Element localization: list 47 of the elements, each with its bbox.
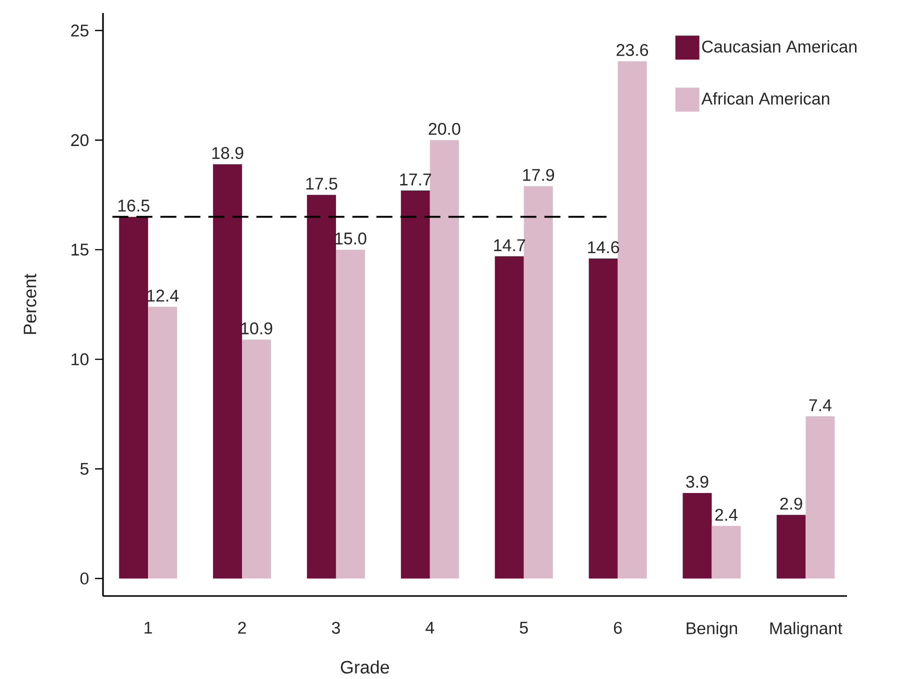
bar xyxy=(306,194,336,578)
bar xyxy=(776,514,806,578)
data-label: 3.9 xyxy=(686,476,708,488)
bar xyxy=(148,306,178,578)
y-tick-label: 0 xyxy=(80,572,89,584)
y-axis-title: Percent xyxy=(24,274,36,334)
data-label: 17.7 xyxy=(400,174,432,186)
legend-label: Caucasian American xyxy=(702,40,856,53)
bar xyxy=(494,256,524,578)
y-tick-label: 10 xyxy=(72,353,88,366)
data-label: 16.5 xyxy=(118,200,150,212)
data-label: 20.0 xyxy=(428,122,460,135)
x-tick-label: 1 xyxy=(144,622,152,634)
data-label: 14.6 xyxy=(588,241,620,254)
bar xyxy=(430,140,459,578)
bar xyxy=(588,258,618,578)
bar xyxy=(712,526,741,578)
data-label: 17.5 xyxy=(306,178,338,190)
legend-label: African American xyxy=(701,92,830,105)
y-tick-label: 20 xyxy=(71,134,88,146)
x-tick-label: 4 xyxy=(426,622,434,634)
x-tick-label: Malignant xyxy=(770,622,842,638)
bar xyxy=(682,492,712,578)
x-tick-label: Benign xyxy=(686,622,737,638)
x-axis-title: Grade xyxy=(340,660,390,674)
x-tick-label: 6 xyxy=(614,622,622,634)
data-label: 2.4 xyxy=(715,508,738,521)
y-tick-label: 25 xyxy=(71,24,88,37)
bar xyxy=(618,61,647,578)
bar xyxy=(336,250,365,578)
y-tick-label: 5 xyxy=(80,462,88,475)
bar xyxy=(213,164,242,578)
bar xyxy=(119,216,148,578)
bar xyxy=(242,340,272,578)
data-label: 18.9 xyxy=(212,147,244,160)
bar xyxy=(524,186,553,578)
x-tick-label: 5 xyxy=(520,622,528,634)
bar xyxy=(806,416,835,578)
data-label: 17.9 xyxy=(523,168,554,181)
bar xyxy=(400,190,430,578)
data-label: 14.7 xyxy=(494,239,525,252)
x-tick-label: 3 xyxy=(332,622,340,634)
data-label: 7.4 xyxy=(809,399,832,412)
x-tick-label: 2 xyxy=(238,622,246,634)
data-label: 2.9 xyxy=(780,498,802,510)
data-label: 23.6 xyxy=(616,44,648,56)
y-tick-label: 15 xyxy=(72,244,88,256)
